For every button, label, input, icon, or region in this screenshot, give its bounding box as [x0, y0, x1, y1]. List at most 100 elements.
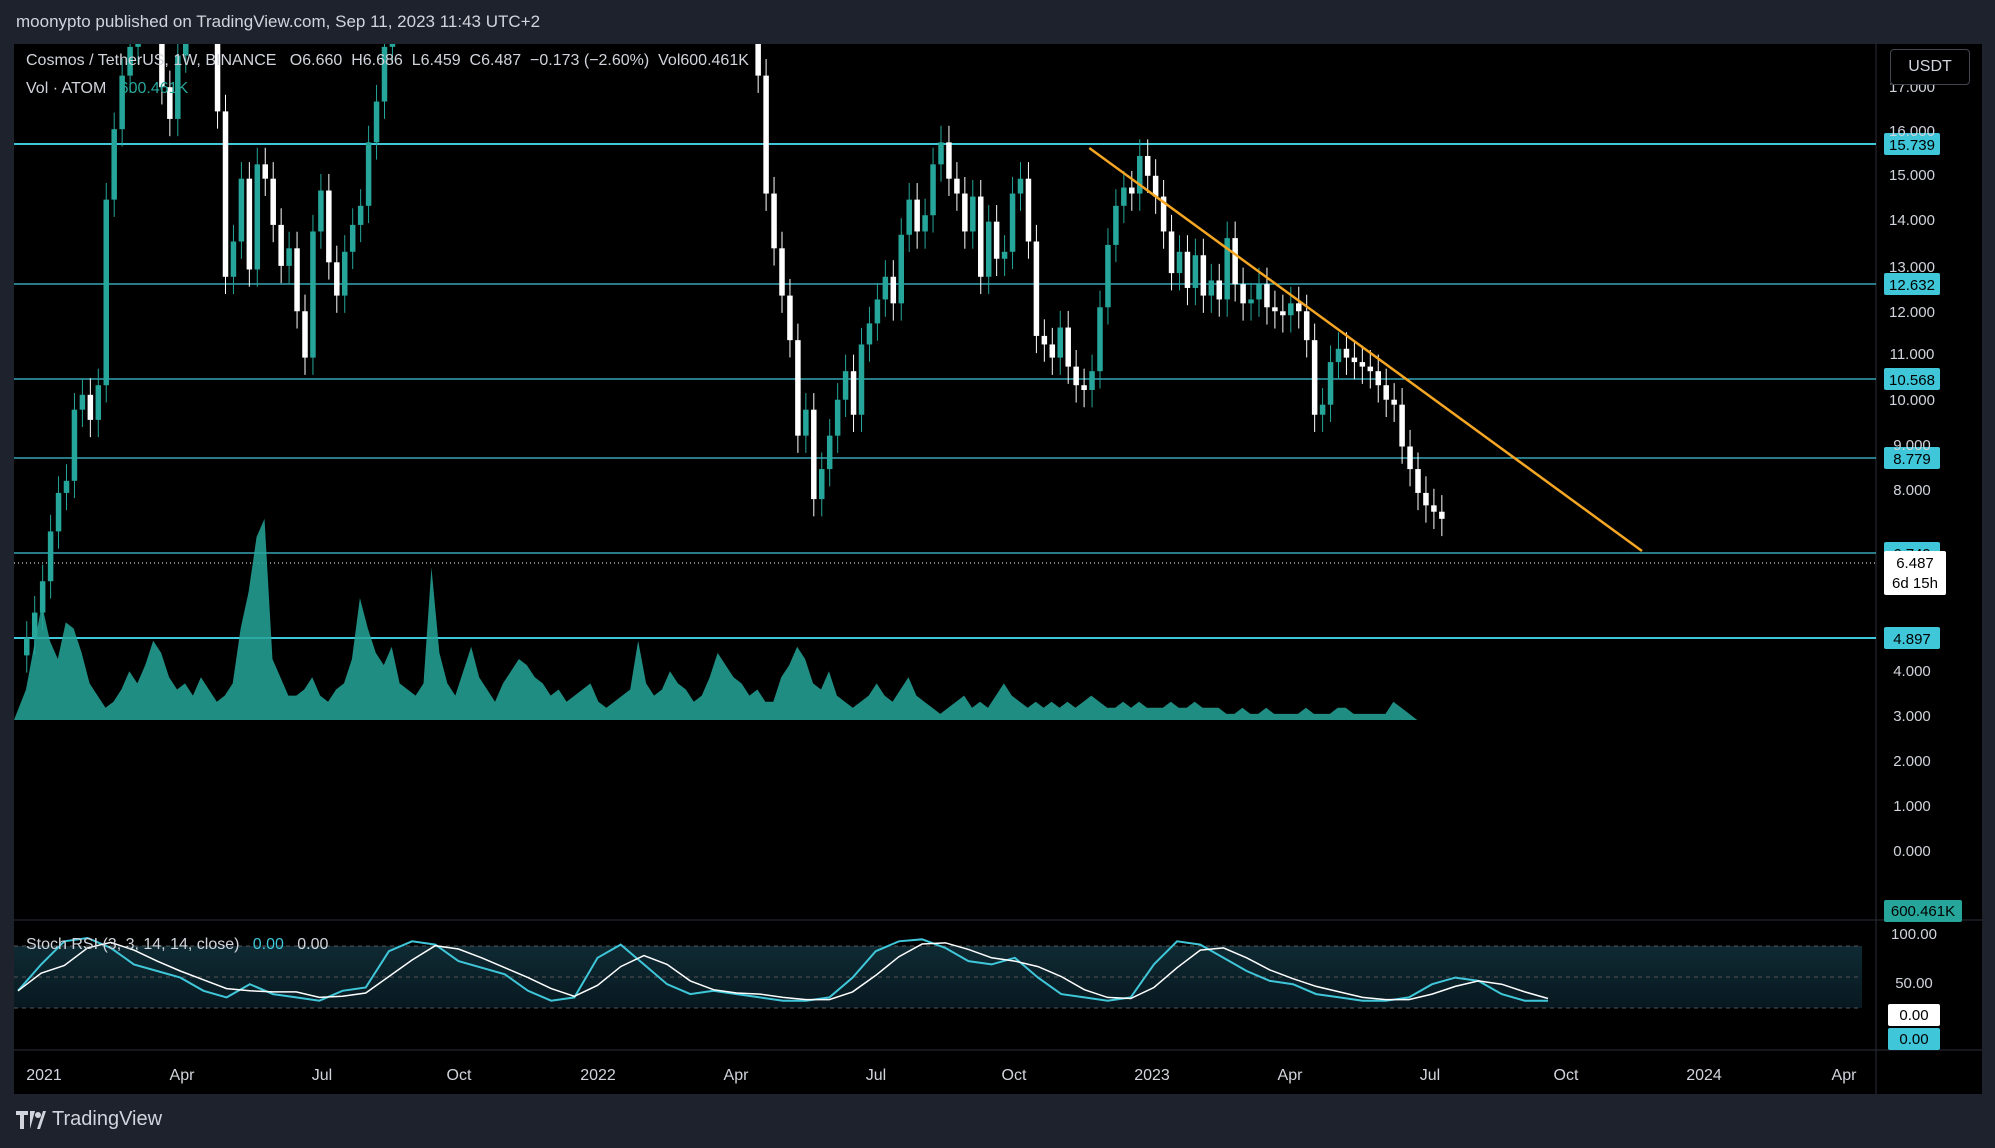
candle [1184, 251, 1191, 288]
time-label: Jul [866, 1067, 886, 1084]
time-label: Apr [170, 1067, 196, 1084]
candle [318, 190, 324, 232]
candle [930, 164, 936, 216]
candle [87, 394, 94, 420]
candle [834, 399, 841, 436]
volume-badge: 600.461K [1891, 903, 1955, 920]
candle [985, 221, 992, 277]
candle [167, 87, 173, 119]
legend-vol-label: Vol [658, 52, 681, 69]
time-label: Jul [1420, 1067, 1440, 1084]
last-price-countdown: 6d 15h [1892, 575, 1938, 592]
candle [349, 224, 356, 252]
candle [898, 234, 904, 304]
price-tick: 0.000 [1893, 843, 1931, 860]
candle [787, 295, 793, 341]
legend-stoch-rsi[interactable]: Stoch RSI (3, 3, 14, 14, close) 0.00 0.0… [26, 936, 328, 954]
candle [47, 531, 54, 582]
candle [1033, 241, 1040, 336]
footer-brand: TradingView [52, 1108, 163, 1130]
candle [1065, 327, 1071, 367]
candle [1057, 327, 1063, 358]
candle [795, 340, 801, 436]
candle [1280, 311, 1286, 316]
candle [1105, 244, 1111, 308]
candle [970, 196, 976, 232]
candle [1009, 193, 1016, 252]
legend-symbol: Cosmos / TetherUS, 1W, BINANCE [26, 52, 277, 69]
legend-vol-series-value: 600.461K [119, 80, 189, 97]
legend-volume[interactable]: Vol · ATOM 600.461K [26, 80, 188, 98]
legend-low: 6.459 [420, 52, 461, 69]
candle [1081, 385, 1087, 390]
price-tick: 14.000 [1889, 212, 1935, 229]
candle [310, 231, 316, 358]
candle [342, 251, 348, 296]
candle [270, 178, 276, 225]
candle [31, 612, 38, 638]
candle [286, 248, 292, 266]
time-label: Apr [1278, 1067, 1304, 1084]
candle [1137, 155, 1143, 194]
candle [1423, 492, 1429, 506]
time-label: Apr [1832, 1067, 1858, 1084]
candle [1375, 371, 1381, 386]
price-tick: 15.000 [1889, 167, 1935, 184]
published-text: moonypto published on TradingView.com, S… [16, 12, 541, 31]
candle [811, 409, 817, 500]
candle [71, 409, 78, 481]
candle [1144, 155, 1151, 176]
candle [254, 164, 261, 270]
candle [962, 193, 968, 232]
legend-close-label: C [469, 52, 482, 69]
price-tick: 10.000 [1889, 392, 1935, 409]
legend-main[interactable]: Cosmos / TetherUS, 1W, BINANCE O6.660 H6… [26, 52, 749, 70]
candle [1319, 404, 1326, 415]
candle [1311, 340, 1318, 415]
price-tick: 16.000 [1889, 123, 1935, 140]
candle [1208, 280, 1215, 296]
candle [357, 205, 364, 225]
price-tick: 1.000 [1893, 798, 1931, 815]
candle [1129, 187, 1135, 194]
candle [890, 276, 897, 304]
candle [1327, 362, 1334, 405]
time-label: 2023 [1134, 1067, 1170, 1084]
time-label: 2022 [580, 1067, 616, 1084]
price-tick: 12.000 [1889, 304, 1935, 321]
candle [1248, 299, 1254, 304]
publish-header: moonypto published on TradingView.com, S… [0, 0, 1995, 44]
candle [922, 215, 928, 232]
legend-vol-series-label: Vol · ATOM [26, 80, 107, 97]
tradingview-logo[interactable]: TradingView [16, 1108, 162, 1131]
candle [1152, 175, 1159, 197]
volume-badge-bg [1884, 900, 1962, 922]
candle [1272, 307, 1278, 312]
currency-button[interactable]: USDT [1890, 49, 1970, 85]
level-badge-bg-2 [1884, 368, 1940, 390]
candle [1001, 251, 1008, 259]
candle [365, 142, 372, 206]
candle [238, 178, 245, 242]
last-price-value: 6.487 [1896, 555, 1934, 572]
candle [1359, 362, 1366, 367]
price-tick: 4.000 [1893, 663, 1931, 680]
candle [1089, 371, 1095, 390]
price-tick: 9.000 [1893, 437, 1931, 454]
candle [1264, 284, 1270, 308]
level-badge-5: 4.897 [1893, 631, 1931, 648]
legend-close: 6.487 [481, 52, 522, 69]
rsi-tick-100: 100.00 [1891, 926, 1937, 943]
rsi-badge-d-bg [1888, 1004, 1940, 1026]
candle [819, 469, 825, 500]
candle [1383, 385, 1389, 400]
candle [214, 44, 221, 112]
rsi-badge-d: 0.00 [1899, 1007, 1928, 1024]
legend-low-label: L [411, 52, 421, 69]
candle [882, 276, 889, 300]
candle [771, 193, 777, 249]
candle [763, 75, 769, 194]
candle [866, 323, 873, 345]
